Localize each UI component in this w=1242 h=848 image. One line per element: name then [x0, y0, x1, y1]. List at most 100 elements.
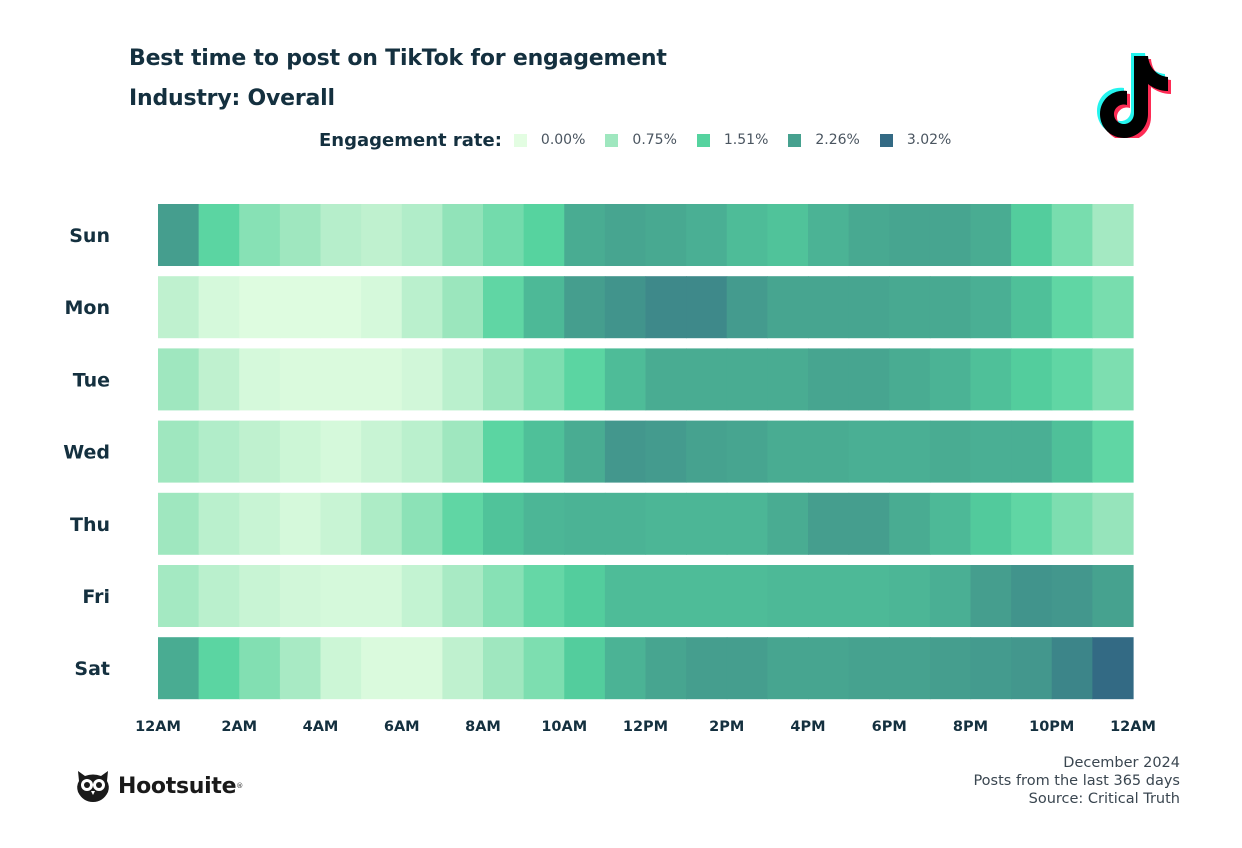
heatmap-cell: [645, 204, 687, 266]
heatmap-cell: [645, 420, 687, 483]
heatmap-cell: [889, 565, 931, 627]
heatmap-cell: [970, 420, 1012, 483]
heatmap-cell: [483, 492, 525, 555]
heatmap-cell: [158, 204, 200, 266]
heatmap-cell: [483, 204, 525, 266]
row-label: Tue: [73, 369, 110, 391]
heatmap-cell: [1051, 565, 1093, 627]
heatmap-cell: [604, 565, 647, 627]
heatmap-cell: [158, 420, 200, 483]
heatmap-cell: [970, 492, 1012, 555]
heatmap-cell: [604, 492, 647, 555]
legend-item: 2.26%: [788, 132, 860, 148]
heatmap-cell: [1011, 204, 1053, 266]
heatmap-cell: [767, 637, 809, 700]
heatmap-cell: [929, 204, 972, 266]
heatmap-row-mon: [158, 276, 1134, 339]
heatmap-cell: [970, 348, 1012, 411]
heatmap-cell: [1011, 637, 1053, 700]
heatmap-cell: [564, 565, 606, 627]
heatmap-cell: [320, 204, 362, 266]
heatmap-cell: [848, 492, 890, 555]
heatmap-cell: [970, 276, 1012, 339]
heatmap-row-sat: [158, 637, 1134, 700]
heatmap-cell: [929, 348, 972, 411]
heatmap-cell: [1011, 348, 1053, 411]
heatmap-cell: [483, 276, 525, 339]
heatmap-cell: [320, 420, 362, 483]
heatmap-cell: [320, 276, 362, 339]
heatmap-cell: [564, 276, 606, 339]
heatmap-cell: [361, 348, 403, 411]
heatmap-row-fri: [158, 565, 1134, 627]
heatmap-cell: [645, 492, 687, 555]
heatmap-cell: [198, 348, 240, 411]
heatmap-cell: [239, 565, 281, 627]
heatmap-cell: [726, 420, 768, 483]
heatmap-cell: [848, 348, 890, 411]
heatmap-cell: [1092, 565, 1134, 627]
heatmap-cell: [401, 637, 443, 700]
heatmap-cell: [1092, 492, 1134, 555]
heatmap-cell: [889, 348, 931, 411]
heatmap-cell: [523, 565, 565, 627]
heatmap-cell: [361, 565, 403, 627]
footnotes: December 2024 Posts from the last 365 da…: [973, 754, 1180, 808]
heatmap-cell: [686, 276, 728, 339]
heatmap-cell: [401, 420, 443, 483]
heatmap-cell: [239, 348, 281, 411]
heatmap-cell: [1092, 204, 1134, 266]
heatmap-cell: [1051, 637, 1093, 700]
x-tick-label: 4PM: [790, 719, 825, 735]
heatmap-cell: [848, 565, 890, 627]
row-label: Mon: [65, 297, 111, 319]
heatmap-cell: [158, 276, 200, 339]
heatmap-cell: [483, 637, 525, 700]
heatmap-cell: [158, 565, 200, 627]
heatmap-cell: [604, 348, 647, 411]
footnote-date: December 2024: [1063, 755, 1180, 771]
chart-subtitle: Industry: Overall: [129, 86, 335, 111]
heatmap-cell: [848, 276, 890, 339]
legend-swatch: [696, 133, 710, 147]
heatmap-cell: [929, 492, 972, 555]
heatmap-cell: [767, 204, 809, 266]
row-label: Wed: [63, 442, 110, 464]
x-tick-label: 2PM: [709, 719, 744, 735]
heatmap-cell: [320, 348, 362, 411]
heatmap-cell: [970, 204, 1012, 266]
heatmap-cell: [279, 348, 322, 411]
registered-mark-icon: ®: [236, 782, 244, 790]
heatmap-cell: [564, 204, 606, 266]
tiktok-logo-icon: [1097, 53, 1171, 138]
heatmap-cell: [1051, 492, 1093, 555]
heatmap-cell: [726, 637, 768, 700]
heatmap-cell: [645, 637, 687, 700]
heatmap-cell: [361, 637, 403, 700]
heatmap-cell: [523, 420, 565, 483]
chart-title: Best time to post on TikTok for engageme…: [129, 46, 667, 71]
heatmap-cell: [645, 348, 687, 411]
x-tick-label: 8PM: [953, 719, 988, 735]
heatmap-cell: [767, 276, 809, 339]
heatmap-cell: [198, 492, 240, 555]
heatmap-cell: [483, 420, 525, 483]
heatmap-cell: [1051, 348, 1093, 411]
x-tick-label: 10AM: [541, 719, 587, 735]
legend-label: 0.75%: [632, 132, 677, 148]
x-tick-label: 6AM: [384, 719, 420, 735]
heatmap-cell: [401, 276, 443, 339]
heatmap-cell: [726, 348, 768, 411]
heatmap-cell: [442, 276, 484, 339]
heatmap-cell: [483, 348, 525, 411]
heatmap-cell: [929, 420, 972, 483]
heatmap-cell: [158, 637, 200, 700]
footnote-period: Posts from the last 365 days: [973, 773, 1180, 789]
heatmap-cell: [808, 637, 850, 700]
legend-label: 0.00%: [540, 132, 586, 148]
heatmap-cell: [970, 565, 1012, 627]
heatmap-cell: [889, 204, 931, 266]
heatmap-row-sun: [158, 204, 1134, 266]
legend: Engagement rate: 0.00% 0.75% 1.51% 2.26%…: [319, 127, 971, 153]
heatmap-cell: [198, 637, 240, 700]
